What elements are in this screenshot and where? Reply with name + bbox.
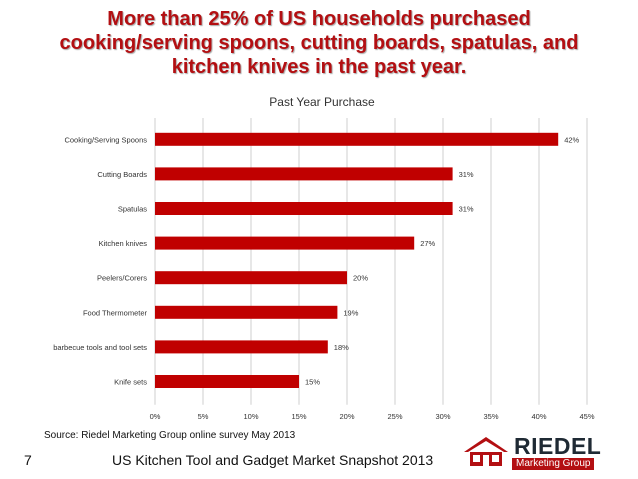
logo-wordmark: RIEDEL	[514, 433, 602, 459]
bar	[155, 340, 328, 354]
bar	[155, 202, 453, 215]
bar	[155, 236, 415, 250]
logo-subtitle: Marketing Group	[512, 458, 595, 470]
bar-chart: Past Year Purchase 42% 31% 31% 27% 20% 19% 18%…	[53, 95, 595, 420]
bars: 42% 31% 31% 27% 20% 19% 18% 15%	[155, 132, 580, 388]
x-tick-label: 30%	[435, 412, 450, 420]
data-label: 19%	[343, 308, 358, 317]
bar	[155, 305, 338, 319]
slide-title-line-3: kitchen knives in the past year.	[171, 56, 467, 78]
category-label: Kitchen knives	[99, 239, 148, 248]
grid-lines	[154, 118, 588, 405]
category-label: Cutting Boards	[97, 170, 147, 179]
category-label: Knife sets	[114, 378, 147, 387]
data-label: 27%	[420, 239, 435, 248]
x-tick-label: 15%	[291, 412, 306, 420]
x-tick-label: 25%	[387, 412, 402, 420]
x-tick-label: 5%	[198, 412, 209, 420]
x-tick-label: 20%	[339, 412, 354, 420]
x-tick-label: 0%	[150, 412, 161, 420]
bar	[155, 271, 347, 285]
category-labels: Cooking/Serving Spoons Cutting Boards Spat…	[53, 135, 147, 386]
source-note: Source: Riedel Marketing Group online su…	[44, 430, 296, 441]
bar	[155, 375, 299, 388]
bar	[155, 132, 559, 146]
category-label: Peelers/Corers	[97, 274, 147, 283]
category-label: barbecue tools and tool sets	[53, 343, 147, 352]
x-tick-label: 10%	[243, 412, 258, 420]
slide-number: 7	[24, 452, 32, 468]
data-label: 20%	[353, 274, 368, 283]
slide-title-line-2: cooking/serving spoons, cutting boards, …	[59, 32, 579, 54]
house-logo-icon	[464, 437, 508, 466]
footer-text: US Kitchen Tool and Gadget Market Snapsh…	[112, 452, 434, 468]
data-label: 18%	[334, 343, 349, 352]
data-label: 42%	[564, 135, 579, 144]
chart-title: Past Year Purchase	[269, 95, 375, 109]
x-axis-ticks: 0% 5% 10% 15% 20% 25% 30% 35% 40% 45%	[150, 412, 595, 420]
x-tick-label: 45%	[579, 412, 594, 420]
category-label: Food Thermometer	[83, 308, 148, 317]
x-tick-label: 40%	[531, 412, 546, 420]
data-label: 15%	[305, 378, 320, 387]
slide-title: More than 25% of US households purchased…	[18, 7, 620, 79]
category-label: Cooking/Serving Spoons	[64, 135, 147, 144]
bar	[155, 167, 453, 181]
data-label: 31%	[459, 205, 474, 214]
company-logo: RIEDEL Marketing Group	[462, 434, 638, 474]
data-label: 31%	[459, 170, 474, 179]
category-label: Spatulas	[118, 205, 147, 214]
slide-title-line-1: More than 25% of US households purchased	[107, 8, 531, 30]
x-tick-label: 35%	[483, 412, 498, 420]
